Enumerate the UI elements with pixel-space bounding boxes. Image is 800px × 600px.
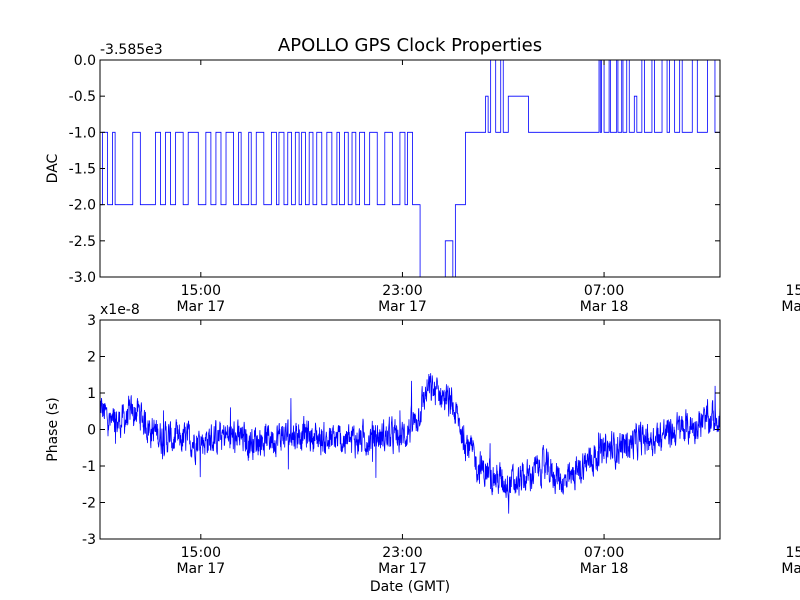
phase-offset-label: x1e-8 [100, 302, 140, 318]
dac-xtick-time-label: 23:00 [382, 283, 422, 299]
phase-ytick-label: -3 [82, 532, 96, 548]
phase-xtick-time-label: 15:00 [181, 545, 221, 561]
figure-title: APOLLO GPS Clock Properties [278, 35, 542, 56]
dac-xtick-time-label: 07:00 [584, 283, 624, 299]
dac-ytick-label: -1.5 [69, 162, 96, 178]
dac-ytick-label: -1.0 [69, 125, 96, 141]
phase-ylabel: Phase (s) [45, 397, 61, 461]
dac-xtick-time-label: 15:00 [786, 283, 800, 299]
dac-xtick-date-label: Mar 18 [781, 299, 800, 315]
phase-ytick-label: -1 [82, 459, 96, 475]
dac-ytick-label: -3.0 [69, 270, 96, 286]
phase-xtick-time-label: 07:00 [584, 545, 624, 561]
dac-ytick-label: -2.5 [69, 234, 96, 250]
phase-ytick-label: 2 [87, 350, 96, 366]
phase-ytick-label: 3 [87, 313, 96, 329]
phase-xtick-time-label: 23:00 [382, 545, 422, 561]
dac-xtick-time-label: 15:00 [181, 283, 221, 299]
dac-ytick-label: -0.5 [69, 89, 96, 105]
dac-ylabel: DAC [45, 153, 61, 183]
phase-xtick-time-label: 15:00 [786, 545, 800, 561]
phase-ytick-label: -2 [82, 496, 96, 512]
dac-series-line [100, 60, 720, 277]
phase-xtick-date-label: Mar 17 [176, 561, 225, 577]
dac-xtick-date-label: Mar 17 [378, 299, 427, 315]
phase-series-line [100, 373, 720, 514]
phase-ytick-label: 0 [87, 423, 96, 439]
phase-xlabel: Date (GMT) [370, 579, 450, 595]
dac-xtick-date-label: Mar 18 [580, 299, 629, 315]
dac-offset-label: -3.585e3 [100, 42, 163, 58]
phase-xtick-date-label: Mar 18 [580, 561, 629, 577]
phase-xtick-date-label: Mar 18 [781, 561, 800, 577]
phase-ytick-label: 1 [87, 386, 96, 402]
phase-xtick-date-label: Mar 17 [378, 561, 427, 577]
dac-ytick-label: 0.0 [74, 53, 96, 69]
dac-xtick-date-label: Mar 17 [176, 299, 225, 315]
dac-ytick-label: -2.0 [69, 198, 96, 214]
